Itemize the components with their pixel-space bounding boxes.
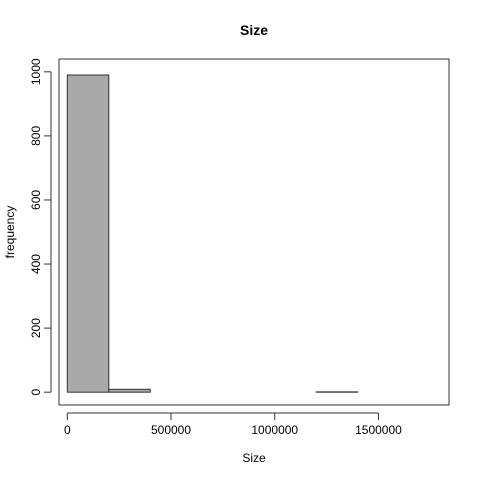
- y-tick-label: 1000: [29, 58, 43, 85]
- x-tick-label: 500000: [151, 423, 191, 437]
- y-tick-label: 600: [29, 190, 43, 210]
- y-axis-label: frequency: [3, 206, 17, 259]
- y-axis: 0 200 400 600 800 1000: [29, 58, 52, 396]
- y-tick-label: 0: [29, 389, 43, 396]
- x-axis-label: Size: [242, 451, 266, 465]
- x-tick-label: 0: [64, 423, 71, 437]
- y-tick-label: 400: [29, 254, 43, 274]
- y-tick-label: 200: [29, 318, 43, 338]
- x-tick-label: 1500000: [355, 423, 402, 437]
- plot-box: [58, 58, 450, 406]
- y-tick-label: 800: [29, 126, 43, 146]
- x-tick-label: 1000000: [251, 423, 298, 437]
- histogram-bar: [66, 74, 110, 393]
- chart-title: Size: [240, 22, 268, 38]
- bars-group: [66, 74, 359, 393]
- histogram-bar: [108, 388, 151, 393]
- x-axis: 0 500000 1000000 1500000: [64, 412, 402, 437]
